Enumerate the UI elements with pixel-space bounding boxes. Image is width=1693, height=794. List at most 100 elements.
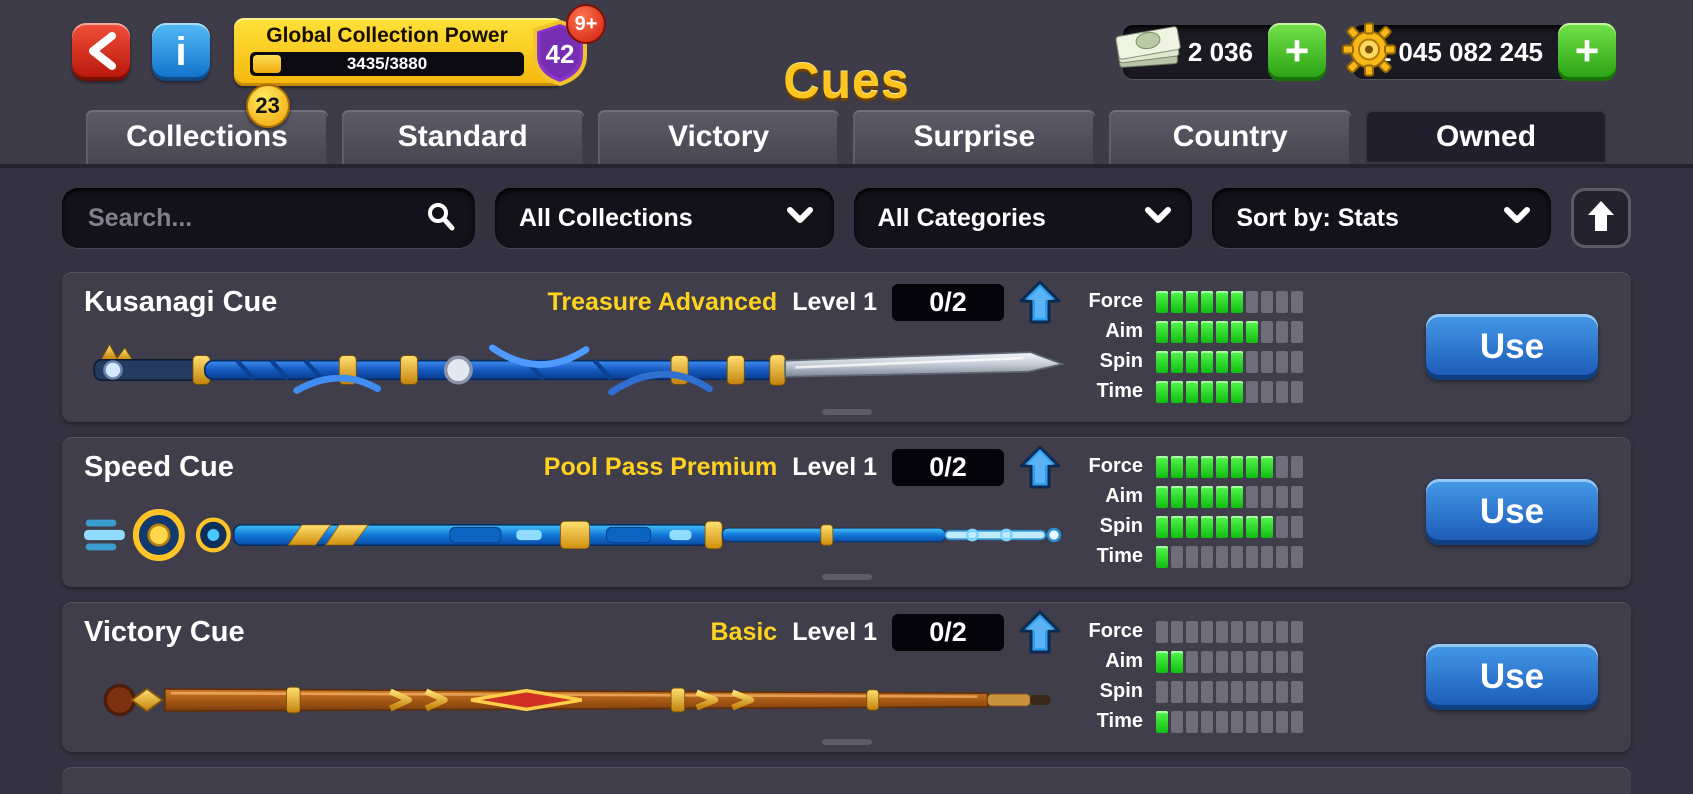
stat-segment-empty	[1201, 620, 1213, 643]
use-button[interactable]: Use	[1426, 479, 1598, 545]
categories-filter-dropdown[interactable]: All Categories	[853, 188, 1193, 248]
stat-segment-empty	[1186, 620, 1198, 643]
stat-segment-empty	[1276, 350, 1288, 373]
stat-row-spin: Spin	[1071, 679, 1393, 704]
card-expand-handle[interactable]	[821, 574, 872, 580]
coin-amount: 1 045 082 245	[1376, 36, 1543, 67]
stat-row-aim: Aim	[1071, 484, 1393, 509]
stat-segment-filled	[1216, 515, 1228, 538]
stat-row-force: Force	[1071, 619, 1393, 644]
use-button[interactable]: Use	[1426, 644, 1598, 710]
header-area: i Global Collection Power 3435/3880 42 9…	[0, 0, 1693, 164]
coin-icon	[1341, 22, 1397, 83]
sort-dropdown[interactable]: Sort by: Stats	[1212, 188, 1552, 248]
tab-collections[interactable]: Collections 23	[86, 84, 328, 164]
cue-level: Level 1	[792, 452, 877, 481]
stat-segment-filled	[1171, 350, 1183, 373]
card-expand-handle[interactable]	[821, 409, 872, 415]
global-collection-power-badge[interactable]: Global Collection Power 3435/3880 42 9+	[234, 4, 606, 87]
stat-segment-filled	[1216, 455, 1228, 478]
stat-segment-empty	[1261, 350, 1273, 373]
stat-row-time: Time	[1071, 379, 1393, 404]
cue-card-speed[interactable]: Speed Cue Pool Pass Premium Level 1 0/2	[62, 437, 1631, 587]
stat-segment-empty	[1216, 650, 1228, 673]
tab-standard[interactable]: Standard	[341, 110, 584, 164]
collections-filter-dropdown[interactable]: All Collections	[495, 188, 834, 248]
dropdown-value: All Collections	[519, 203, 693, 232]
stat-segment-filled	[1156, 320, 1168, 343]
stat-segment-empty	[1246, 710, 1258, 733]
stat-bar	[1156, 680, 1303, 703]
stat-segment-filled	[1156, 650, 1168, 673]
stat-bar	[1156, 380, 1303, 403]
tab-surprise[interactable]: Surprise	[853, 110, 1096, 164]
stat-segment-filled	[1231, 455, 1243, 478]
back-button[interactable]	[72, 23, 130, 81]
stat-bar	[1156, 545, 1303, 568]
stat-segment-filled	[1156, 380, 1168, 403]
stat-segment-filled	[1246, 515, 1258, 538]
stat-segment-filled	[1171, 290, 1183, 313]
cue-card-victory[interactable]: Victory Cue Basic Level 1 0/2	[62, 602, 1631, 752]
tab-label: Country	[1172, 120, 1288, 153]
search-icon[interactable]	[425, 201, 455, 236]
stat-segment-empty	[1201, 710, 1213, 733]
tab-owned[interactable]: Owned	[1365, 110, 1607, 164]
search-input[interactable]	[86, 202, 425, 234]
gcp-progress-text: 3435/3880	[346, 54, 428, 73]
gcp-progress-fill	[253, 55, 281, 73]
stat-segment-filled	[1261, 455, 1273, 478]
player-level: 42	[546, 39, 575, 69]
stat-segment-filled	[1171, 515, 1183, 538]
stat-segment-empty	[1276, 680, 1288, 703]
stat-segment-empty	[1186, 650, 1198, 673]
stat-row-time: Time	[1071, 709, 1393, 734]
upgrade-arrow-button[interactable]	[1019, 610, 1061, 654]
stat-segment-empty	[1291, 455, 1303, 478]
cue-progress: 0/2	[892, 283, 1004, 321]
stat-label: Force	[1088, 290, 1143, 312]
stat-segment-empty	[1291, 485, 1303, 508]
card-expand-handle[interactable]	[821, 739, 872, 745]
stat-segment-empty	[1291, 650, 1303, 673]
cue-card-kusanagi[interactable]: Kusanagi Cue Treasure Advanced Level 1 0…	[62, 272, 1631, 422]
stat-segment-filled	[1246, 320, 1258, 343]
stat-segment-filled	[1186, 515, 1198, 538]
stat-segment-empty	[1276, 515, 1288, 538]
stat-row-aim: Aim	[1071, 649, 1393, 674]
tab-country[interactable]: Country	[1109, 110, 1352, 164]
stat-segment-filled	[1231, 515, 1243, 538]
upgrade-arrow-button[interactable]	[1019, 280, 1061, 324]
stat-segment-empty	[1201, 545, 1213, 568]
tab-victory[interactable]: Victory	[597, 110, 840, 164]
stat-segment-empty	[1171, 680, 1183, 703]
stat-segment-empty	[1276, 650, 1288, 673]
stat-segment-empty	[1276, 620, 1288, 643]
stat-segment-filled	[1216, 485, 1228, 508]
search-box	[62, 188, 475, 248]
stat-segment-empty	[1171, 620, 1183, 643]
cash-counter: 2 036 +	[1115, 23, 1326, 81]
add-cash-button[interactable]: +	[1268, 23, 1326, 81]
stat-segment-empty	[1186, 680, 1198, 703]
stat-segment-filled	[1186, 350, 1198, 373]
cue-card-partial[interactable]	[62, 767, 1631, 794]
cue-name: Speed Cue	[84, 450, 234, 483]
stat-segment-empty	[1291, 350, 1303, 373]
stat-segment-empty	[1291, 380, 1303, 403]
stat-bar	[1156, 290, 1303, 313]
stat-segment-empty	[1231, 620, 1243, 643]
stat-segment-empty	[1201, 650, 1213, 673]
stat-bar	[1156, 455, 1303, 478]
add-coins-button[interactable]: +	[1558, 23, 1616, 81]
info-button[interactable]: i	[152, 23, 210, 81]
stat-segment-empty	[1276, 545, 1288, 568]
stat-segment-empty	[1291, 710, 1303, 733]
notification-badge: 9+	[566, 4, 606, 44]
chevron-down-icon	[1144, 206, 1172, 231]
stat-segment-empty	[1246, 380, 1258, 403]
upgrade-arrow-button[interactable]	[1019, 445, 1061, 489]
sort-direction-button[interactable]	[1571, 188, 1632, 248]
cue-level: Level 1	[792, 617, 877, 646]
use-button[interactable]: Use	[1426, 314, 1598, 380]
